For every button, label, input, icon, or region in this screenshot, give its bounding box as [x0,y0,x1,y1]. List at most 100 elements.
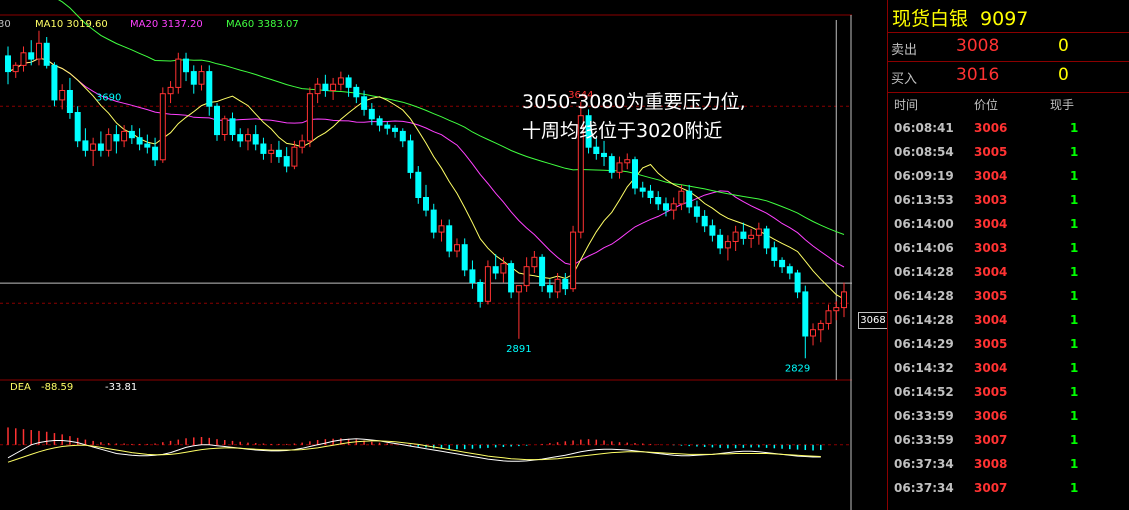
candle-body [214,105,220,136]
candle-body [128,130,135,139]
candle-body [430,209,437,233]
tick-vol: 1 [1070,385,1079,399]
tick-list[interactable]: 06:08:41 3006 1 06:08:54 3005 1 06:09:19 3004 1 0… [888,116,1129,500]
kline-chart[interactable]: 3690 3644 2891 2829 30 MA10 3019.60 MA20 31… [0,0,852,510]
candle-body [245,134,251,142]
tick-price: 3004 [974,313,1008,327]
candle-body [794,272,801,293]
tick-time: 06:14:52 [894,385,954,399]
tick-time: 06:09:19 [894,169,954,183]
tick-row: 06:14:28 3005 1 [888,284,1129,308]
candle-body [717,234,724,249]
candle-body [407,140,414,173]
ma20-line [7,57,845,268]
candle-body [492,266,499,274]
candle-body [36,42,42,60]
candle-body [353,86,360,98]
candle-body [399,130,406,142]
candle-body [306,93,313,142]
tick-vol: 1 [1070,289,1079,303]
candle-body [5,55,11,73]
analysis-annotation: 3050-3080为重要压力位, 十周均线位于3020附近 [522,88,746,146]
tick-price: 3005 [974,385,1008,399]
tick-price: 3005 [974,145,1008,159]
candle-body [144,143,151,148]
candle-body [43,42,50,66]
candle-body [647,190,654,198]
dea-line [7,440,821,463]
candle-body [260,143,267,154]
candle-body [314,83,321,95]
candle-body [175,58,182,88]
candle-body [136,137,143,145]
tick-vol: 1 [1070,265,1079,279]
tick-time: 06:08:54 [894,145,954,159]
dea-legend-label: DEA [10,382,31,393]
annotation-line-2: 十周均线位于3020附近 [522,120,723,142]
tick-row: 06:08:54 3005 1 [888,140,1129,164]
ma-legend-item-3: MA20 3137.20 [130,19,203,30]
buy-row: 买入 3016 0 [888,61,1129,90]
tick-row: 06:14:29 3005 1 [888,332,1129,356]
candle-body [539,256,546,287]
tick-price: 3005 [974,337,1008,351]
candle-body [608,156,615,173]
buy-price: 3016 [956,65,1000,85]
col-price: 价位 [974,98,999,112]
candle-body [585,115,592,148]
kline-chart-svg: 3690 3644 2891 2829 [0,0,852,510]
tick-vol: 1 [1070,361,1079,375]
tick-vol: 1 [1070,217,1079,231]
tick-time: 06:14:06 [894,241,954,255]
candle-body [159,93,166,161]
candle-body [500,263,507,274]
candle-body [337,77,344,85]
candle-body [593,146,600,154]
candle-body [423,197,429,211]
tick-time: 06:37:34 [894,457,954,471]
tick-time: 06:08:41 [894,121,954,135]
candle-body [724,241,731,249]
buy-label: 买入 [891,72,918,87]
price-extreme-label: 2891 [506,344,531,355]
tick-row: 06:14:32 3004 1 [888,356,1129,380]
candle-body [484,266,491,302]
sell-price: 3008 [956,36,1000,56]
candle-body [461,244,468,271]
candle-body [152,146,159,161]
candle-body [59,90,66,101]
tick-vol: 1 [1070,481,1079,495]
candle-body [663,203,669,211]
tick-price: 3004 [974,265,1008,279]
candle-body [28,52,35,60]
tick-vol: 1 [1070,337,1079,351]
candle-body [508,263,515,293]
candle-body [183,58,189,73]
dif-line [7,438,821,462]
candle-body [670,203,677,211]
candle-body [12,64,19,73]
tick-price: 3004 [974,361,1008,375]
tick-vol: 1 [1070,433,1079,447]
candle-body [740,231,747,239]
candle-body [105,134,112,151]
tick-row: 06:37:34 3007 1 [888,476,1129,500]
tick-price: 3006 [974,121,1008,135]
candle-body [206,71,213,107]
candle-body [90,143,97,151]
candle-body [229,118,236,136]
candle-body [763,228,770,249]
candle-body [825,310,832,324]
candle-body [190,71,197,85]
tick-row: 06:14:00 3004 1 [888,212,1129,236]
candle-body [268,149,275,154]
candle-body [802,291,809,337]
candle-body [291,146,298,167]
ma-legend-item-2: MA10 3019.60 [35,19,108,30]
tick-row: 06:09:19 3004 1 [888,164,1129,188]
candle-body [817,322,824,331]
candle-body [384,124,391,129]
candle-body [771,247,778,261]
candle-body [601,152,607,157]
candle-body [786,266,793,274]
